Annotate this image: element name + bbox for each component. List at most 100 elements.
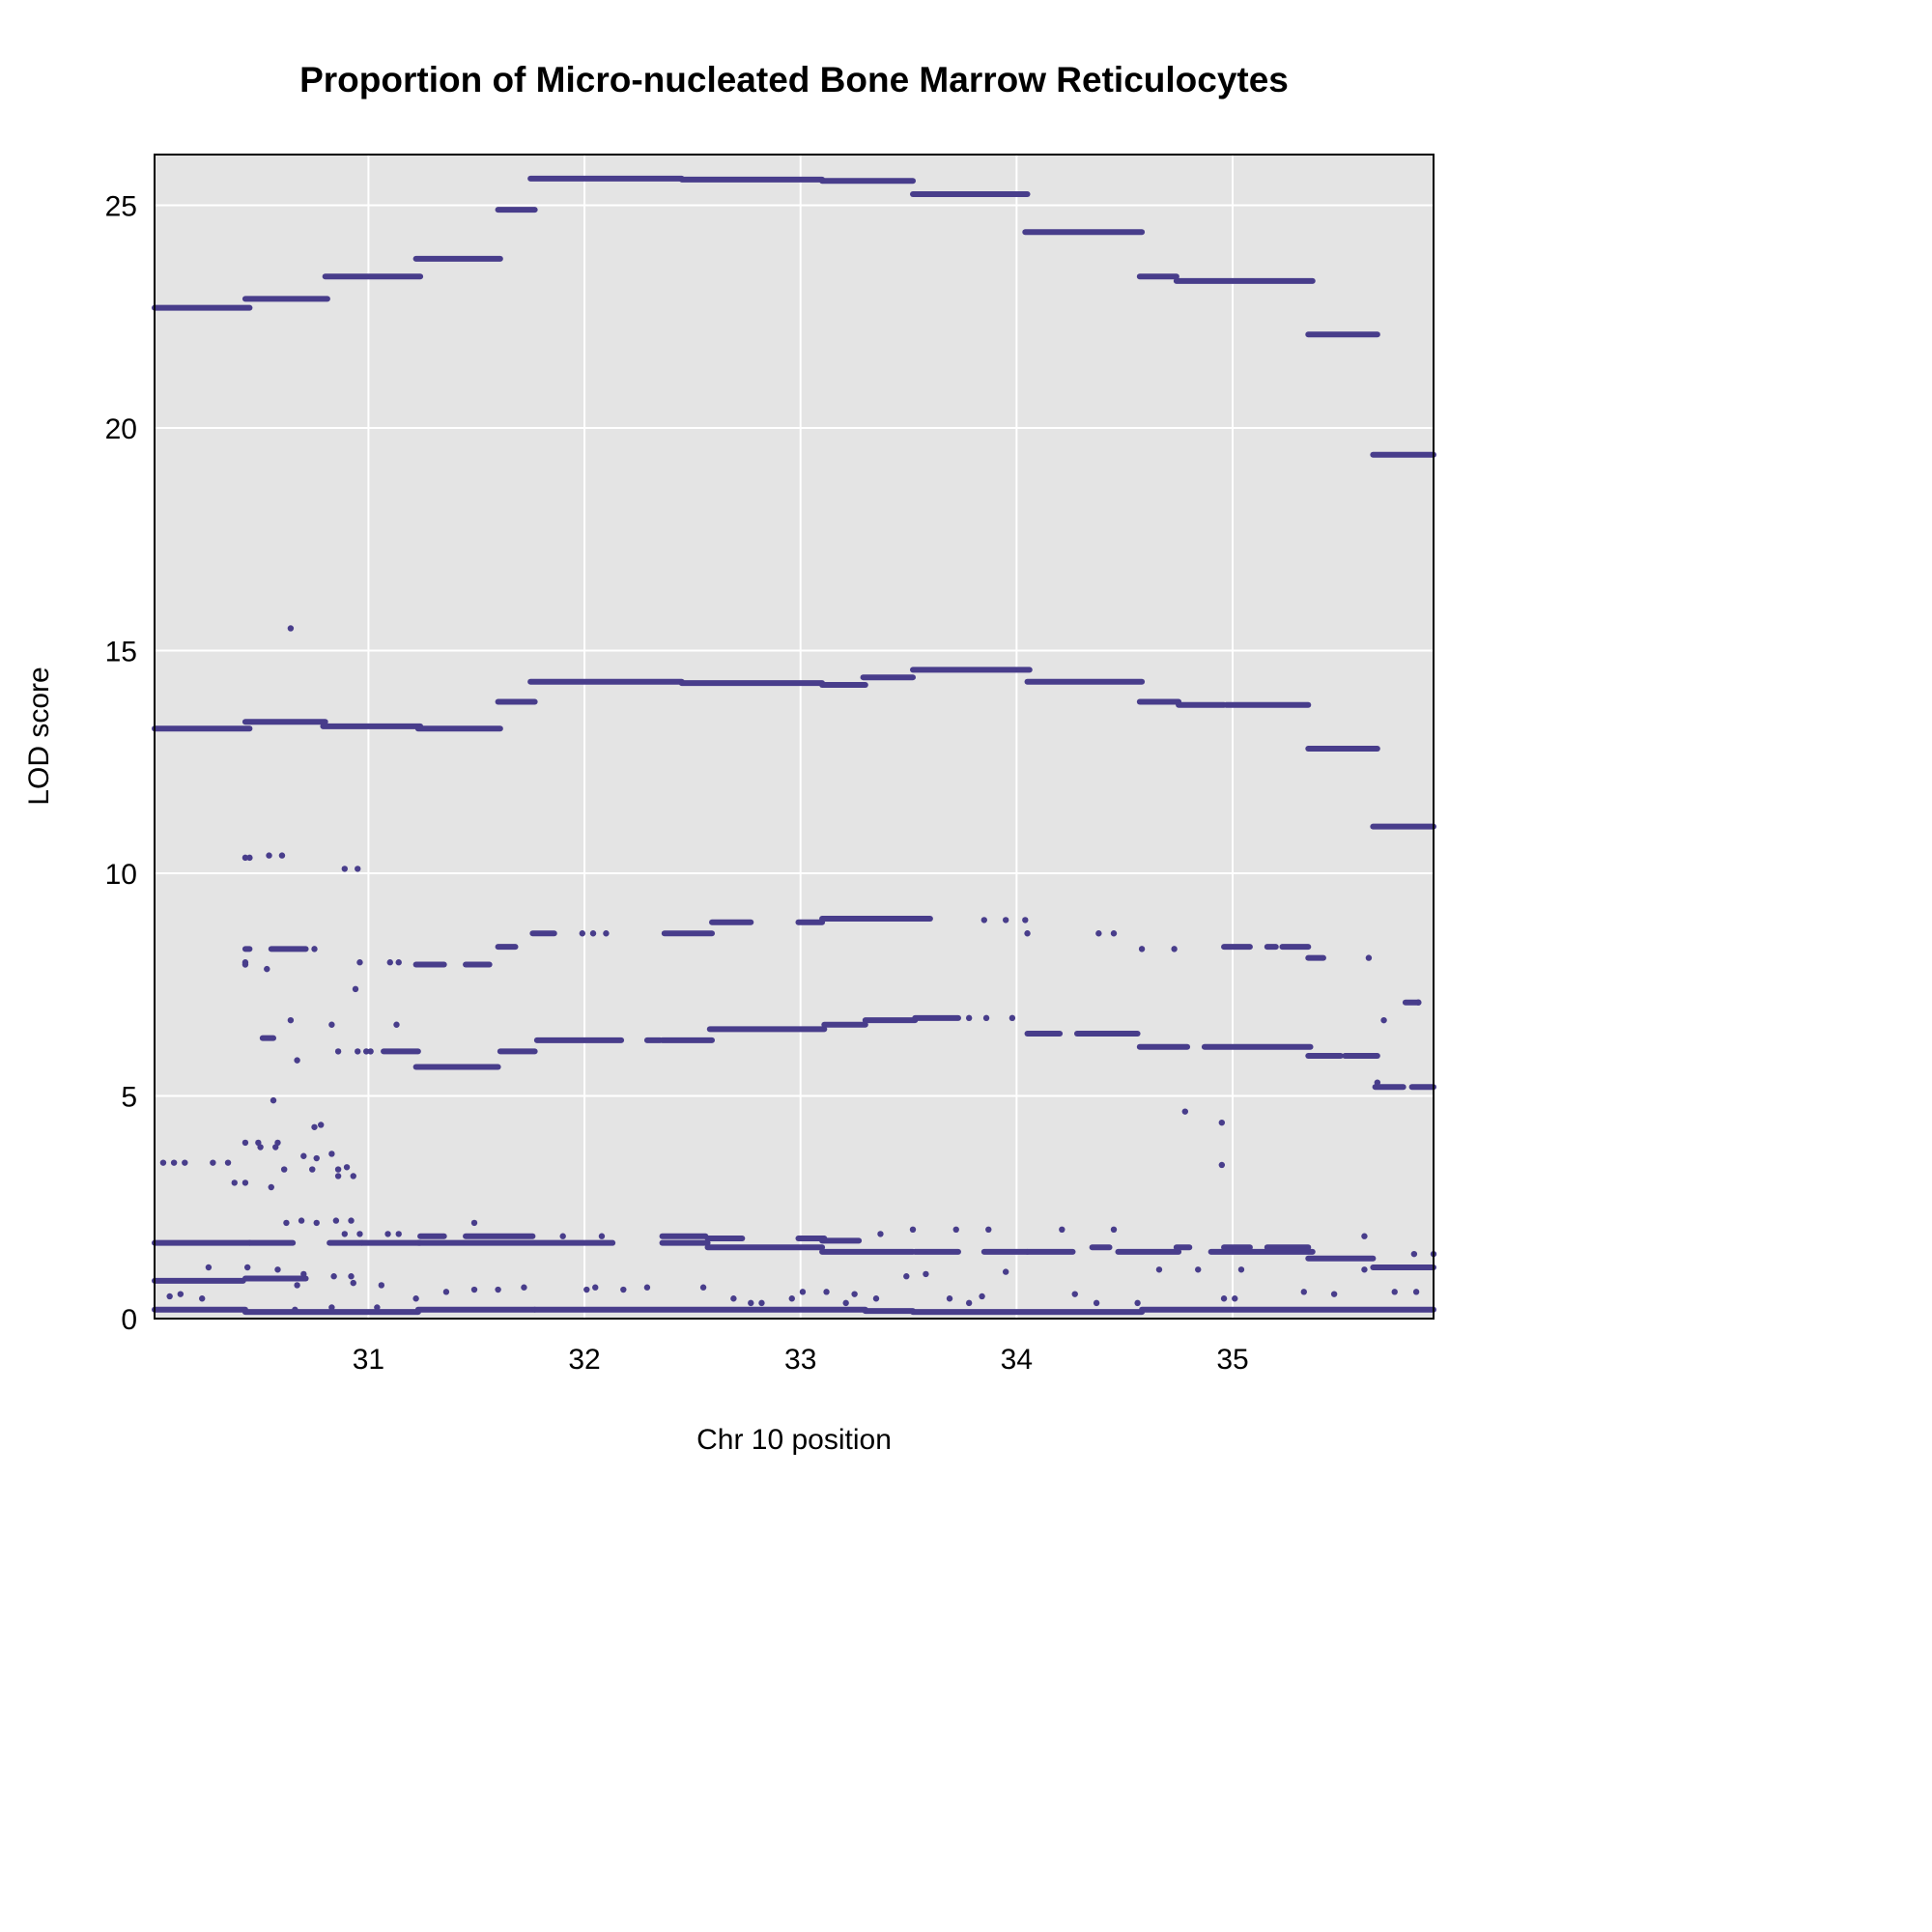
data-point	[603, 930, 610, 937]
plot-border	[154, 154, 1435, 1320]
data-point	[1171, 946, 1178, 952]
data-point	[758, 1299, 765, 1307]
data-point	[341, 1231, 349, 1237]
data-point	[199, 1295, 206, 1302]
data-point	[264, 965, 270, 973]
data-point	[231, 1179, 238, 1186]
data-point	[592, 1284, 599, 1291]
data-point	[1232, 1295, 1238, 1302]
data-point	[280, 1166, 288, 1173]
data-point	[159, 1159, 167, 1166]
data-point	[287, 625, 295, 632]
data-point	[559, 1233, 566, 1239]
data-point	[823, 1289, 830, 1295]
data-point	[965, 1299, 973, 1307]
data-point	[699, 1284, 707, 1291]
data-point	[952, 1226, 959, 1234]
data-point	[799, 1289, 807, 1295]
data-point	[311, 946, 318, 952]
data-point	[1155, 1266, 1163, 1273]
data-point	[1002, 1268, 1009, 1275]
data-point	[583, 1286, 590, 1293]
data-point	[1195, 1266, 1202, 1273]
data-point	[328, 1021, 335, 1028]
data-point	[243, 1264, 251, 1271]
data-point	[395, 959, 402, 966]
data-point	[579, 930, 586, 937]
data-point	[384, 1231, 391, 1237]
data-point	[923, 1270, 929, 1278]
data-point	[224, 1159, 232, 1166]
data-point	[909, 1226, 917, 1234]
y-tick-label: 0	[121, 1304, 137, 1336]
data-point	[1361, 1266, 1368, 1273]
data-point	[442, 1289, 450, 1295]
data-point	[643, 1284, 651, 1291]
data-point	[274, 1266, 281, 1273]
data-point	[362, 1048, 370, 1055]
data-point	[313, 1219, 320, 1227]
data-point	[1220, 1295, 1228, 1302]
data-point	[330, 1273, 337, 1280]
y-axis-ticks: 0 5 10 15 20 25	[105, 191, 137, 1336]
data-point	[374, 1304, 381, 1311]
data-point	[313, 1154, 320, 1162]
data-point	[270, 1096, 277, 1104]
data-point	[378, 1282, 385, 1289]
data-point	[300, 1152, 307, 1159]
data-point	[257, 1144, 264, 1151]
data-point	[292, 1306, 298, 1313]
data-point	[298, 1217, 305, 1224]
data-point	[328, 1151, 335, 1157]
data-points	[152, 175, 1437, 1316]
data-point	[268, 1183, 274, 1191]
data-point	[352, 985, 359, 993]
data-point	[242, 961, 249, 968]
data-point	[356, 1231, 363, 1237]
data-point	[294, 1057, 300, 1064]
data-point	[334, 1173, 342, 1179]
data-point	[246, 854, 253, 862]
data-point	[788, 1295, 795, 1302]
data-point	[278, 852, 286, 859]
x-tick-label: 33	[784, 1344, 816, 1376]
data-point	[350, 1173, 356, 1179]
data-point	[283, 1219, 290, 1227]
data-point	[1380, 1016, 1387, 1024]
data-point	[274, 1139, 281, 1147]
data-point	[355, 866, 361, 872]
data-point	[842, 1299, 849, 1307]
y-tick-label: 10	[105, 859, 137, 891]
data-point	[205, 1264, 213, 1271]
data-point	[1300, 1289, 1308, 1295]
x-axis-label: Chr 10 position	[696, 1424, 892, 1456]
data-point	[1412, 1289, 1420, 1295]
y-tick-label: 15	[105, 637, 137, 668]
data-point	[620, 1286, 627, 1293]
data-point	[1415, 999, 1422, 1006]
data-point	[318, 1122, 325, 1128]
data-point	[1391, 1289, 1398, 1295]
data-point	[210, 1159, 216, 1166]
data-point	[980, 917, 988, 923]
y-tick-label: 25	[105, 191, 137, 223]
data-point	[730, 1295, 737, 1302]
data-point	[356, 959, 363, 966]
data-point	[242, 854, 249, 862]
data-point	[177, 1291, 185, 1297]
data-point	[182, 1159, 188, 1166]
data-point	[1237, 1266, 1245, 1273]
lod-scatter-chart: Proportion of Micro-nucleated Bone Marro…	[23, 60, 1437, 1456]
data-point	[309, 1166, 316, 1173]
data-point	[877, 1231, 884, 1237]
data-point	[589, 930, 597, 937]
data-point	[311, 1123, 318, 1130]
data-point	[1095, 930, 1102, 937]
data-point	[242, 1139, 249, 1147]
data-point	[242, 1179, 249, 1186]
data-point	[985, 1226, 992, 1234]
y-tick-label: 5	[121, 1082, 137, 1114]
data-point	[348, 1273, 355, 1280]
data-point	[328, 1304, 335, 1311]
data-point	[334, 1048, 342, 1055]
